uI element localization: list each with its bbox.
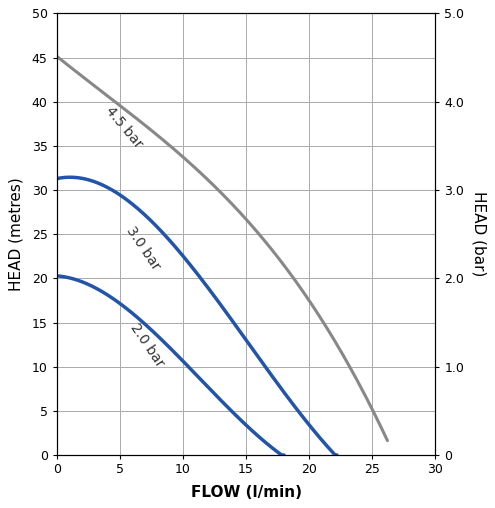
X-axis label: FLOW (l/min): FLOW (l/min) <box>191 485 301 500</box>
Y-axis label: HEAD (bar): HEAD (bar) <box>472 192 487 277</box>
Text: 3.0 bar: 3.0 bar <box>124 224 163 272</box>
Y-axis label: HEAD (metres): HEAD (metres) <box>8 177 23 291</box>
Text: 2.0 bar: 2.0 bar <box>127 321 167 370</box>
Text: 4.5 bar: 4.5 bar <box>102 104 145 150</box>
